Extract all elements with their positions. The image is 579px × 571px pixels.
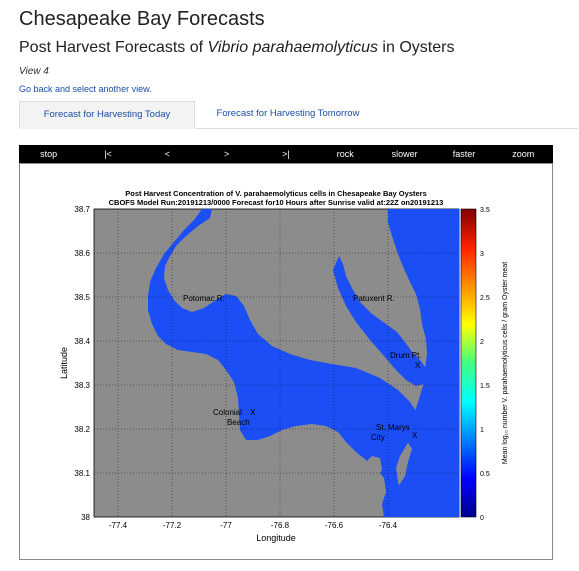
subtitle-suffix: in Oysters [377, 39, 455, 56]
tab-today[interactable]: Forecast for Harvesting Today [19, 101, 195, 129]
y-tick: 38.5 [74, 293, 90, 302]
st-marys-marker: X [412, 431, 418, 440]
st-marys-label-line1: St. Marys [376, 423, 410, 432]
x-tick: -77 [220, 521, 232, 530]
rock-button[interactable]: rock [336, 149, 354, 159]
forecast-map-frame: Post Harvest Concentration of V. parahae… [19, 163, 553, 560]
back-link[interactable]: Go back and select another view. [19, 84, 152, 94]
colorbar-tick: 3 [480, 251, 484, 258]
grid-lines [94, 209, 459, 517]
page-subtitle: Post Harvest Forecasts of Vibrio parahae… [19, 39, 454, 57]
colorbar-label: Mean log₁₀ number V. parahaemolyticus ce… [502, 262, 509, 464]
x-tick: -76.8 [271, 521, 290, 530]
colorbar-tick: 1.5 [480, 383, 490, 390]
potomac-label: Potomac R. [183, 294, 225, 303]
page-title: Chesapeake Bay Forecasts [19, 8, 265, 30]
colorbar [460, 208, 477, 518]
colonial-beach-marker: X [250, 408, 256, 417]
forecast-map: Post Harvest Concentration of V. parahae… [59, 189, 509, 543]
animation-controls: stop |< < > >| rock slower faster zoom [19, 145, 553, 163]
colorbar-tick: 0 [480, 515, 484, 522]
last-frame-button[interactable]: >| [282, 149, 290, 159]
view-label: View 4 [19, 66, 49, 77]
water-areas [148, 209, 459, 517]
st-marys-label-line2: City [371, 433, 385, 442]
faster-button[interactable]: faster [452, 149, 476, 159]
drum-point-marker: X [415, 361, 421, 370]
y-axis-ticks: 38.7 38.6 38.5 38.4 38.3 38.2 38.1 38 [74, 205, 90, 522]
y-axis-label: Latitude [59, 347, 69, 379]
colorbar-ticks: 3.5 3 2.5 2 1.5 1 0.5 0 [480, 207, 490, 522]
chesapeake-bay-water [388, 209, 459, 517]
first-frame-button[interactable]: |< [104, 149, 112, 159]
potomac-land-inlet [248, 436, 290, 450]
colonial-beach-label-line2: Beach [227, 418, 250, 427]
zoom-button[interactable]: zoom [512, 149, 535, 159]
y-tick: 38.7 [74, 205, 90, 214]
colorbar-tick: 0.5 [480, 471, 490, 478]
tab-tomorrow[interactable]: Forecast for Harvesting Tomorrow [216, 108, 360, 119]
x-tick: -77.2 [163, 521, 182, 530]
x-axis-ticks: -77.4 -77.2 -77 -76.8 -76.6 -76.4 [109, 521, 398, 530]
st-marys-land [364, 456, 382, 480]
colorbar-tick: 2.5 [480, 295, 490, 302]
potomac-river-water [148, 209, 418, 517]
patuxent-label: Patuxent R. [353, 294, 395, 303]
colonial-beach-label-line1: Colonial [213, 408, 242, 417]
slower-button[interactable]: slower [391, 149, 418, 159]
forecast-tabs: Forecast for Harvesting Today Forecast f… [19, 101, 578, 129]
x-tick: -76.4 [379, 521, 398, 530]
x-tick: -76.6 [325, 521, 344, 530]
y-tick: 38.1 [74, 469, 90, 478]
map-title-line1: Post Harvest Concentration of V. parahae… [125, 189, 427, 198]
x-axis-label: Longitude [256, 533, 296, 543]
y-tick: 38 [81, 513, 90, 522]
y-tick: 38.6 [74, 249, 90, 258]
drum-point-label: Drum Pt. [390, 351, 422, 360]
colorbar-tick: 1 [480, 427, 484, 434]
colorbar-tick: 2 [480, 339, 484, 346]
colorbar-tick: 3.5 [480, 207, 490, 214]
y-tick: 38.2 [74, 425, 90, 434]
previous-frame-button[interactable]: < [164, 149, 170, 159]
x-tick: -77.4 [109, 521, 128, 530]
map-title-line2: CBOFS Model Run:20191213/0000 Forecast f… [109, 198, 444, 207]
next-frame-button[interactable]: > [224, 149, 230, 159]
stop-button[interactable]: stop [40, 149, 58, 159]
y-tick: 38.4 [74, 337, 90, 346]
subtitle-species: Vibrio parahaemolyticus [207, 39, 378, 56]
subtitle-prefix: Post Harvest Forecasts of [19, 39, 208, 56]
y-tick: 38.3 [74, 381, 90, 390]
patuxent-river-water [333, 256, 426, 386]
